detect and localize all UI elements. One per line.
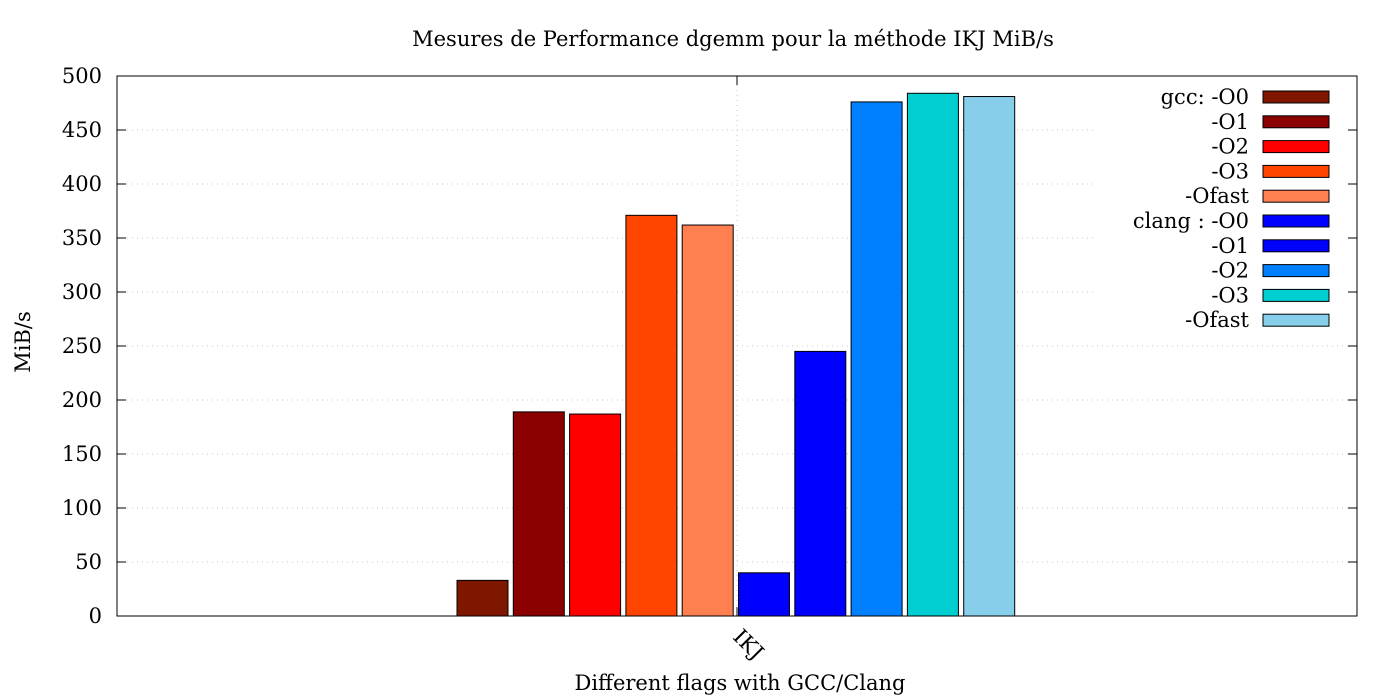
bar	[681, 224, 734, 617]
legend-swatch	[1262, 115, 1330, 129]
legend-swatch	[1262, 140, 1330, 154]
bar	[963, 96, 1016, 617]
bar	[456, 579, 509, 617]
legend-label: -O1	[1211, 110, 1249, 134]
bars	[456, 92, 1016, 617]
grid-lines	[117, 76, 1357, 616]
bar	[738, 572, 790, 617]
y-tick-label: 150	[62, 442, 102, 466]
y-tick-label: 300	[62, 280, 102, 304]
legend-label: -Ofast	[1185, 308, 1249, 332]
legend-label: -O2	[1211, 259, 1249, 283]
legend-swatch	[1262, 313, 1330, 327]
legend-swatch	[1262, 90, 1330, 104]
bar	[906, 92, 959, 617]
legend-swatch	[1262, 164, 1330, 178]
y-tick-label: 200	[62, 388, 102, 412]
legend-label: clang : -O0	[1133, 209, 1249, 233]
y-tick-label: 0	[89, 604, 102, 628]
legend-label: -O1	[1211, 234, 1249, 258]
y-tick-label: 250	[62, 334, 102, 358]
legend-label: gcc: -O0	[1161, 85, 1249, 109]
y-tick-label: 500	[62, 64, 102, 88]
y-axis-label: MiB/s	[11, 311, 35, 373]
y-axis: 0 50 100 150 200 250 300 350 400 450 500	[62, 64, 1357, 628]
legend-label: -O2	[1211, 135, 1249, 159]
legend-swatch	[1262, 264, 1330, 278]
chart-title: Mesures de Performance dgemm pour la mét…	[412, 27, 1054, 51]
legend-label: -O3	[1211, 159, 1249, 183]
bar	[569, 413, 622, 617]
x-tick-label: IKJ	[728, 625, 768, 665]
y-tick-label: 100	[62, 496, 102, 520]
legend-swatch	[1262, 214, 1330, 228]
y-tick-label: 50	[75, 550, 102, 574]
legend-swatch	[1262, 288, 1330, 302]
y-tick-label: 350	[62, 226, 102, 250]
legend-swatch	[1262, 189, 1330, 203]
bar	[625, 214, 678, 617]
legend-label: -Ofast	[1185, 184, 1249, 208]
x-axis-label: Different flags with GCC/Clang	[574, 671, 905, 695]
bar	[794, 350, 847, 617]
y-tick-label: 450	[62, 118, 102, 142]
plot-border	[116, 75, 1358, 617]
bar	[512, 411, 565, 617]
legend-label: -O3	[1211, 283, 1249, 307]
bar	[850, 101, 903, 617]
legend-swatch	[1262, 239, 1330, 253]
y-tick-label: 400	[62, 172, 102, 196]
